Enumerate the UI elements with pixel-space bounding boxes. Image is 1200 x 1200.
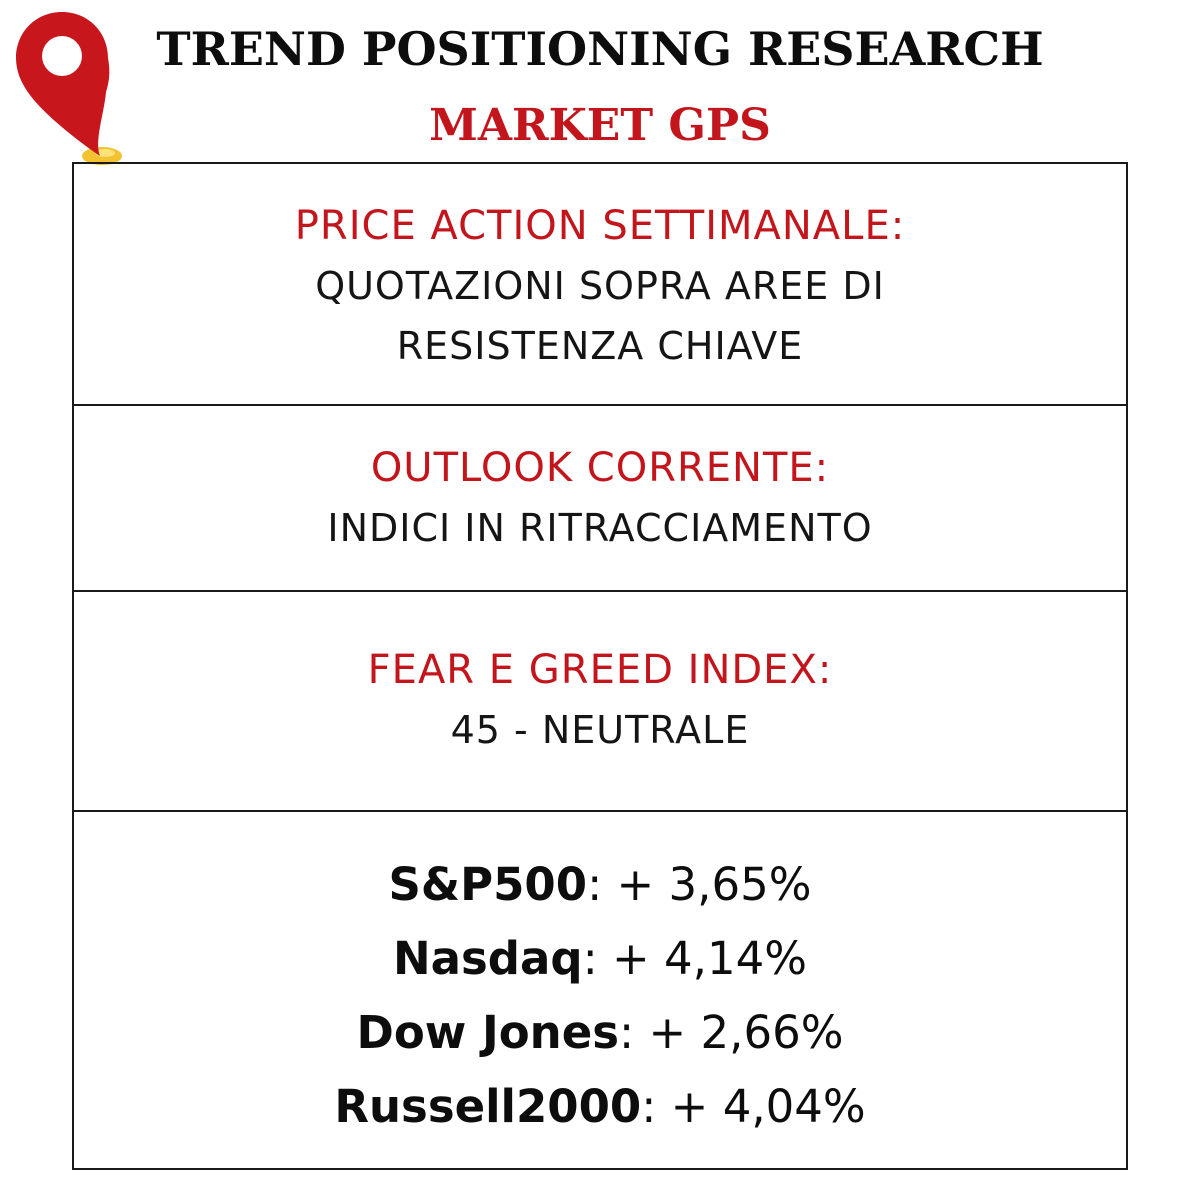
index-name: S&P500 — [388, 858, 588, 911]
pin-hole — [42, 36, 82, 76]
index-row-sp500: S&P500: + 3,65% — [74, 848, 1126, 922]
index-row-dow-jones: Dow Jones: + 2,66% — [74, 996, 1126, 1070]
index-name: Dow Jones — [356, 1006, 620, 1059]
price-action-value-line-2: RESISTENZA CHIAVE — [396, 324, 804, 368]
outlook-label: OUTLOOK CORRENTE: — [370, 445, 830, 491]
fear-greed-value: 45 - NEUTRALE — [450, 708, 750, 752]
page-title: TREND POSITIONING RESEARCH — [156, 22, 1044, 76]
index-row-nasdaq: Nasdaq: + 4,14% — [74, 922, 1126, 996]
map-pin-icon — [16, 12, 122, 165]
index-name: Russell2000 — [334, 1080, 642, 1133]
price-action-section: PRICE ACTION SETTIMANALE: QUOTAZIONI SOP… — [74, 164, 1126, 406]
price-action-label: PRICE ACTION SETTIMANALE: — [294, 203, 906, 249]
market-card: PRICE ACTION SETTIMANALE: QUOTAZIONI SOP… — [72, 162, 1128, 1170]
index-change: : + 4,14% — [582, 932, 808, 985]
price-action-value-line-1: QUOTAZIONI SOPRA AREE DI — [315, 264, 885, 308]
index-change: : + 2,66% — [619, 1006, 844, 1059]
index-row-russell2000: Russell2000: + 4,04% — [74, 1070, 1126, 1144]
index-name: Nasdaq — [392, 932, 583, 985]
indices-list: S&P500: + 3,65% Nasdaq: + 4,14% Dow Jone… — [74, 848, 1126, 1144]
index-change: : + 4,04% — [641, 1080, 866, 1133]
index-change: : + 3,65% — [587, 858, 812, 911]
pin-body — [16, 12, 110, 156]
page-subtitle: MARKET GPS — [429, 100, 771, 151]
fear-greed-section: FEAR E GREED INDEX: 45 - NEUTRALE — [74, 592, 1126, 812]
fear-greed-label: FEAR E GREED INDEX: — [367, 647, 833, 693]
outlook-value: INDICI IN RITRACCIAMENTO — [327, 506, 873, 550]
indices-section: S&P500: + 3,65% Nasdaq: + 4,14% Dow Jone… — [74, 812, 1126, 1168]
outlook-section: OUTLOOK CORRENTE: INDICI IN RITRACCIAMEN… — [74, 406, 1126, 592]
